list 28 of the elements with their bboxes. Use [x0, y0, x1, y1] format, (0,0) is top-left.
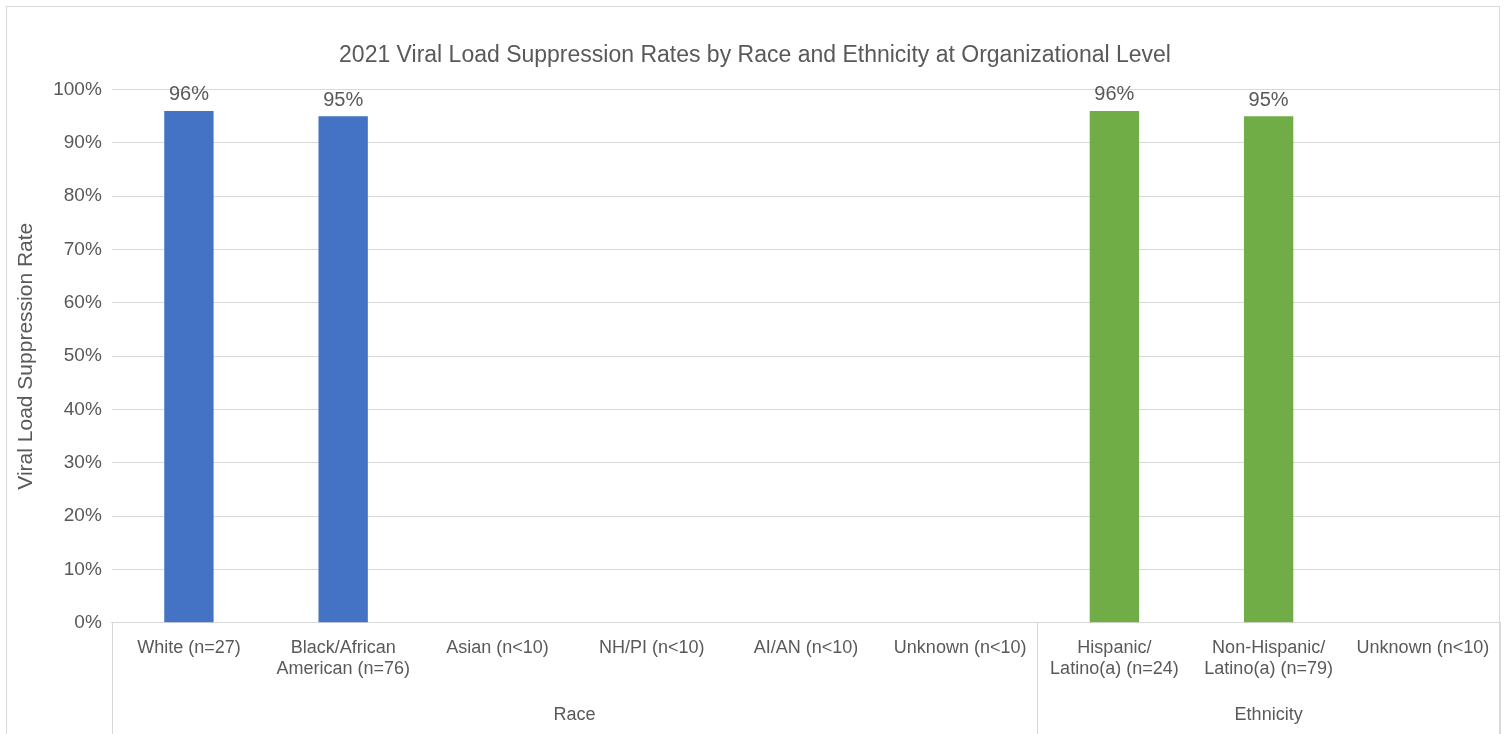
y-tick-label: 60% — [63, 291, 102, 313]
x-tick-label: Unknown (n<10) — [893, 636, 1027, 657]
data-label: 95% — [323, 87, 364, 110]
text: Race — [553, 704, 596, 724]
y-tick-label: 100% — [53, 77, 102, 99]
x-tick-label: Hispanic/ Latino(a) (n=24) — [1050, 636, 1179, 679]
y-tick-label: 10% — [63, 557, 102, 579]
x-tick-label: AI/AN (n<10) — [753, 636, 859, 657]
y-tick-label: 80% — [63, 184, 102, 206]
y-tick-label: 70% — [63, 237, 102, 259]
data-label: 96% — [168, 82, 210, 105]
x-tick-label: NH/PI (n<10) — [598, 636, 705, 657]
y-tick-label: 40% — [63, 397, 102, 419]
y-tick-label: 30% — [63, 451, 102, 473]
data-label: 96% — [1094, 82, 1135, 105]
x-tick-label: Black/African American (n=76) — [276, 636, 410, 679]
x-tick-label: White (n=27) — [137, 636, 241, 657]
y-tick-label: 50% — [63, 344, 102, 366]
y-tick-label: 0% — [74, 611, 102, 633]
y-tick-label: 20% — [63, 504, 102, 526]
x-tick-label: Non-Hispanic/ Latino(a) (n=79) — [1204, 636, 1333, 679]
y-axis-title: Viral Load Suppression Rate — [13, 222, 37, 490]
x-tick-label: Asian (n<10) — [446, 636, 549, 657]
y-tick-label: 90% — [63, 131, 102, 153]
chart-title: 2021 Viral Load Suppression Rates by Race and Ethnicity at Organizational Level — [339, 41, 1171, 68]
data-label: 95% — [1248, 87, 1289, 110]
text: Ethnicity — [1234, 704, 1303, 724]
x-tick-label: Unknown (n<10) — [1356, 636, 1490, 657]
